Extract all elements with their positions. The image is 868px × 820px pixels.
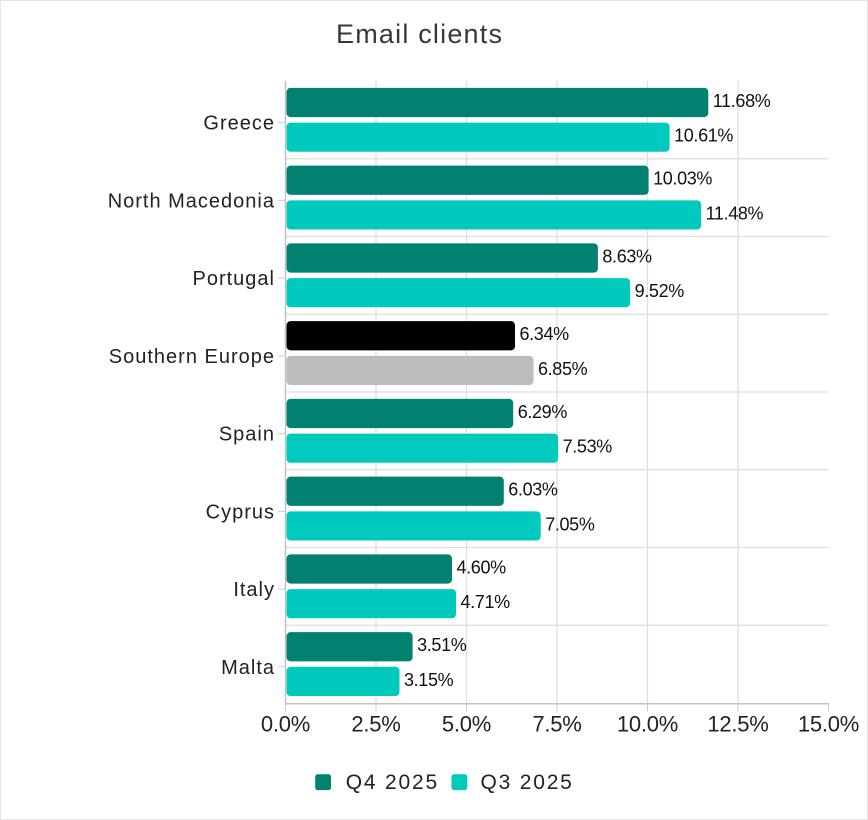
svg-text:5.0%: 5.0% bbox=[442, 711, 491, 736]
svg-text:7.05%: 7.05% bbox=[545, 514, 595, 534]
svg-text:3.51%: 3.51% bbox=[417, 635, 467, 655]
svg-text:2.5%: 2.5% bbox=[351, 711, 400, 736]
svg-text:Q4 2025: Q4 2025 bbox=[346, 771, 439, 794]
svg-text:Cyprus: Cyprus bbox=[206, 501, 275, 523]
svg-text:North Macedonia: North Macedonia bbox=[108, 190, 275, 212]
svg-text:6.29%: 6.29% bbox=[518, 402, 568, 422]
svg-text:7.53%: 7.53% bbox=[563, 437, 613, 457]
svg-text:11.68%: 11.68% bbox=[713, 91, 771, 111]
svg-text:Italy: Italy bbox=[233, 579, 275, 601]
svg-text:Portugal: Portugal bbox=[193, 268, 276, 290]
svg-text:6.03%: 6.03% bbox=[508, 480, 558, 500]
svg-text:10.0%: 10.0% bbox=[617, 711, 678, 736]
svg-text:12.5%: 12.5% bbox=[707, 711, 768, 736]
svg-text:9.52%: 9.52% bbox=[635, 281, 685, 301]
svg-text:0.0%: 0.0% bbox=[261, 711, 310, 736]
svg-text:Spain: Spain bbox=[219, 424, 275, 446]
svg-text:11.48%: 11.48% bbox=[706, 203, 764, 223]
svg-text:Greece: Greece bbox=[203, 113, 275, 135]
svg-text:Email clients: Email clients bbox=[336, 19, 503, 49]
svg-text:15.0%: 15.0% bbox=[798, 711, 859, 736]
svg-text:10.61%: 10.61% bbox=[674, 126, 733, 146]
svg-text:6.85%: 6.85% bbox=[538, 359, 588, 379]
svg-text:Malta: Malta bbox=[221, 657, 275, 679]
svg-text:4.71%: 4.71% bbox=[461, 592, 511, 612]
svg-text:6.34%: 6.34% bbox=[520, 324, 570, 344]
svg-text:3.15%: 3.15% bbox=[404, 670, 454, 690]
svg-text:8.63%: 8.63% bbox=[602, 246, 652, 266]
svg-text:4.60%: 4.60% bbox=[457, 557, 507, 577]
svg-text:7.5%: 7.5% bbox=[532, 711, 581, 736]
svg-text:10.03%: 10.03% bbox=[653, 169, 712, 189]
svg-text:Q3 2025: Q3 2025 bbox=[481, 771, 574, 794]
svg-text:Southern Europe: Southern Europe bbox=[109, 346, 275, 368]
